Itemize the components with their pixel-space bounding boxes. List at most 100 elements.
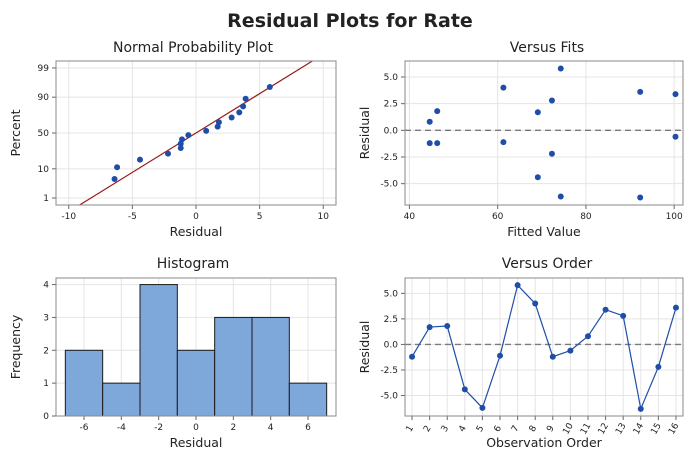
y-axis-label: Residual	[357, 107, 372, 160]
data-point	[548, 150, 555, 157]
y-tick-label: 3	[43, 313, 49, 323]
plot-frame	[404, 60, 684, 206]
panel-versus-fits: Versus Fits Fitted Value Residual 40 60 80 100…	[357, 40, 684, 239]
y-tick-label: 2.5	[384, 315, 398, 325]
data-point	[548, 97, 555, 104]
panel-title: Histogram	[157, 256, 230, 272]
data-point	[111, 175, 118, 182]
data-point	[655, 363, 662, 370]
x-tick-label: 5	[257, 212, 263, 222]
y-tick-label: 10	[38, 165, 50, 175]
y-axis-label: Residual	[357, 321, 372, 374]
data-point	[426, 118, 433, 125]
y-tick-label: -2.5	[380, 366, 398, 376]
x-axis-label: Residual	[170, 435, 223, 450]
data-point	[479, 404, 486, 411]
x-tick-label: 0	[193, 423, 199, 433]
y-tick-label: 1	[43, 194, 49, 204]
data-point	[409, 353, 416, 360]
data-point	[500, 139, 507, 146]
data-point	[620, 312, 627, 319]
x-tick-label: 1	[405, 424, 417, 434]
data-point	[114, 164, 121, 171]
x-tick-label: 40	[404, 212, 416, 222]
data-point	[557, 65, 564, 72]
y-tick-label: 4	[43, 281, 49, 291]
data-point	[179, 136, 185, 143]
x-tick-label: 12	[597, 422, 611, 437]
x-tick-label: 0	[193, 212, 199, 222]
data-point	[672, 91, 679, 98]
data-point	[534, 174, 541, 181]
data-point	[228, 114, 235, 121]
x-tick-label: 10	[318, 212, 330, 222]
data-point	[672, 304, 679, 311]
data-point	[203, 127, 210, 134]
y-tick-label: 50	[38, 129, 50, 139]
x-tick-label: 2	[230, 423, 236, 433]
x-tick-label: 15	[649, 422, 663, 437]
data-point	[557, 193, 564, 200]
y-tick-label: 99	[38, 64, 50, 74]
x-tick-label: 8	[528, 424, 540, 434]
data-point	[426, 324, 433, 331]
x-tick-label: 9	[545, 424, 557, 434]
plot-frame	[55, 277, 337, 417]
y-tick-label: 5.0	[384, 289, 399, 299]
y-tick-label: 5.0	[384, 73, 399, 83]
histogram-bar	[102, 382, 141, 417]
y-tick-label: -2.5	[380, 153, 398, 163]
plot-area	[405, 278, 683, 416]
data-point	[236, 109, 243, 116]
data-point	[672, 133, 679, 140]
x-axis-label: Observation Order	[486, 435, 602, 450]
x-tick-label: 11	[579, 422, 593, 437]
data-point	[534, 109, 541, 116]
y-tick-label: -5.0	[380, 392, 398, 402]
x-tick-label: 100	[666, 212, 683, 222]
y-tick-label: -5.0	[380, 180, 398, 190]
x-tick-label: 14	[632, 421, 647, 436]
y-axis-label: Percent	[8, 109, 23, 156]
histogram-bar	[214, 316, 253, 417]
normal-fit-line	[78, 61, 314, 205]
data-point	[584, 333, 591, 340]
y-tick-label: 0.0	[384, 126, 399, 136]
x-tick-label: 5	[475, 424, 487, 434]
plot-area	[405, 61, 683, 205]
y-tick-label: 90	[38, 93, 50, 103]
data-point	[637, 194, 644, 201]
histogram-bar	[251, 316, 290, 417]
x-tick-label: -5	[128, 212, 137, 222]
data-point	[434, 140, 441, 147]
histogram-bar	[288, 382, 328, 417]
residual-series-line	[411, 283, 677, 411]
data-point	[500, 84, 507, 91]
x-tick-label: -6	[80, 423, 89, 433]
data-point	[185, 132, 192, 139]
data-point	[549, 353, 556, 360]
data-point	[567, 347, 574, 354]
y-tick-label: 1	[43, 379, 49, 389]
plot-frame	[55, 60, 337, 206]
x-tick-label: 6	[305, 423, 311, 433]
data-point	[637, 88, 644, 95]
data-point	[165, 150, 171, 157]
y-tick-label: 0	[43, 412, 49, 422]
x-tick-label: 6	[493, 424, 505, 434]
data-point	[137, 156, 143, 163]
x-axis-label: Residual	[170, 224, 223, 239]
x-axis-label: Fitted Value	[507, 224, 581, 239]
data-point	[444, 323, 451, 330]
data-point	[532, 300, 539, 307]
data-point	[514, 282, 521, 289]
x-tick-label: 2	[422, 424, 434, 434]
histogram-bar	[139, 284, 178, 417]
data-point	[434, 108, 441, 115]
y-tick-label: 2	[43, 346, 49, 356]
x-tick-label: 3	[440, 424, 452, 434]
figure-title: Residual Plots for Rate	[227, 10, 473, 32]
plot-frame	[404, 277, 684, 417]
